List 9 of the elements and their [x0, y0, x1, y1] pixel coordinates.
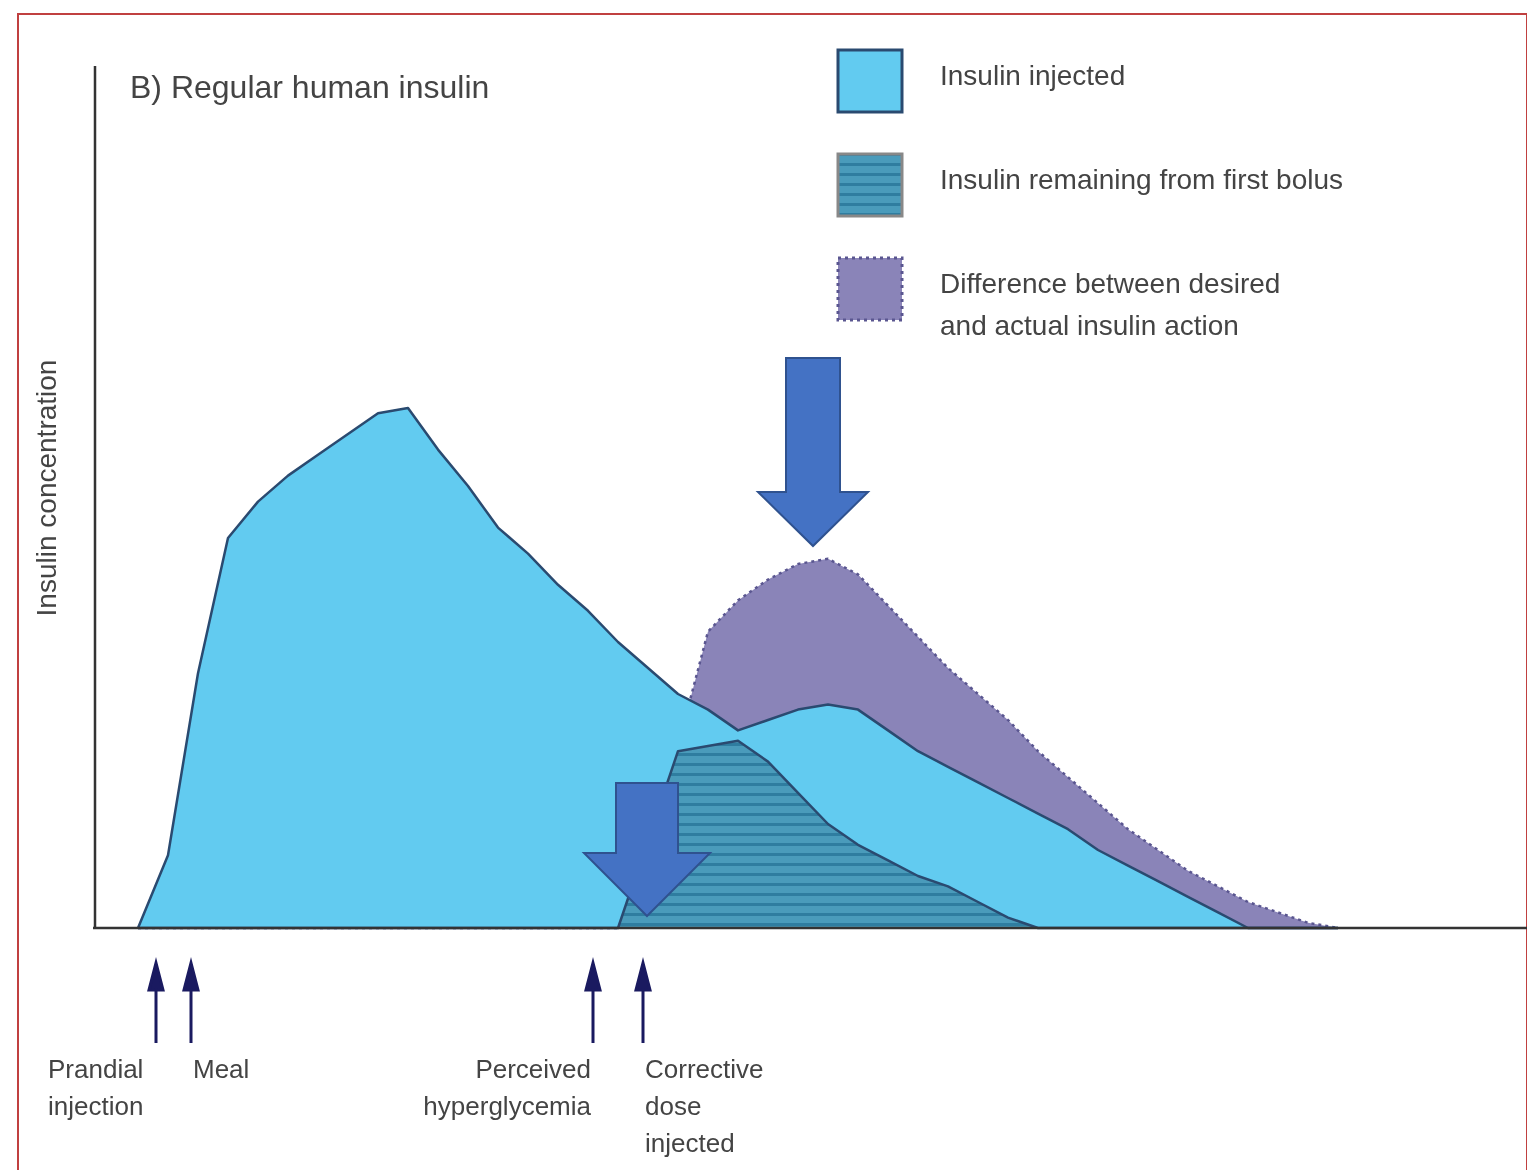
y-axis-title: Insulin concentration [31, 359, 62, 617]
legend-label: Insulin remaining from first bolus [940, 164, 1344, 195]
text: Corrective dose injected [645, 1054, 764, 1158]
chart-title: B) Regular human insulin [130, 69, 490, 105]
legend-label: Difference between desired and actual insulin action [940, 268, 1281, 341]
text: Perceived hyperglycemia [423, 1054, 592, 1121]
legend-label: Insulin injected [940, 60, 1126, 91]
text: Prandial injection [48, 1054, 144, 1121]
text: Meal [193, 1054, 250, 1084]
